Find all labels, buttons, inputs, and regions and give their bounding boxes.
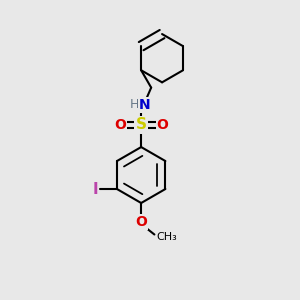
Text: CH₃: CH₃ <box>157 232 178 242</box>
Text: O: O <box>114 118 126 132</box>
Text: O: O <box>135 215 147 229</box>
Text: N: N <box>138 98 150 112</box>
Text: O: O <box>156 118 168 132</box>
Text: S: S <box>136 118 147 133</box>
Text: I: I <box>93 182 98 196</box>
Text: H: H <box>130 98 140 111</box>
